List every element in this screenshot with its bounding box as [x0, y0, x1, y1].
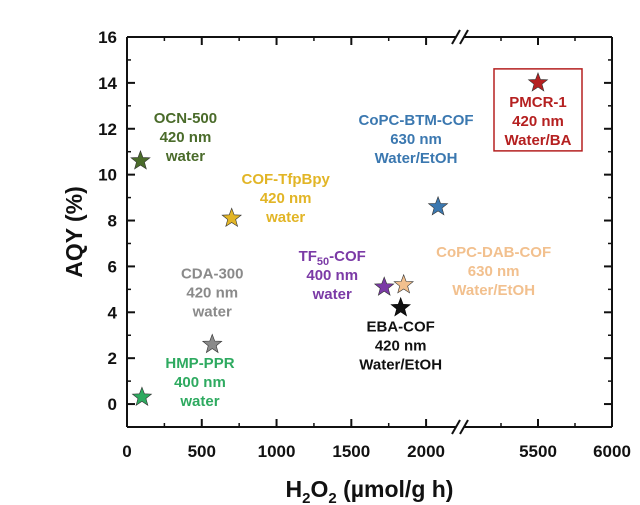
x-tick-label: 6000	[593, 442, 631, 461]
point-label-line: Water/EtOH	[375, 150, 458, 167]
axis-break-mark	[459, 419, 469, 435]
data-marks	[130, 72, 549, 406]
point-label-line: 420 nm	[375, 338, 427, 355]
point-label-line: PMCR-1	[509, 94, 567, 111]
point-label-line: CoPC-BTM-COF	[359, 112, 474, 129]
data-point-star	[527, 72, 549, 92]
point-label: EBA-COF 420 nm Water/EtOH	[359, 319, 442, 374]
x-axis-title: H2O2 (µmol/g h)	[286, 476, 454, 505]
x-tick-label: 5500	[519, 442, 557, 461]
point-label-line: 400 nm	[306, 267, 358, 284]
y-tick-label: 2	[108, 349, 117, 368]
x-tick-label: 1500	[332, 442, 370, 461]
point-label-line: 420 nm	[186, 284, 238, 301]
point-label: CDA-300 420 nm water	[181, 265, 244, 320]
point-label-line: 420 nm	[260, 190, 312, 207]
x-tick-label: 0	[122, 442, 131, 461]
point-label-line: water	[179, 393, 219, 410]
point-label-line: Water/EtOH	[452, 282, 535, 299]
data-point-star	[427, 195, 449, 216]
point-label-line: 630 nm	[468, 263, 520, 280]
data-point-star	[373, 276, 395, 296]
point-label: COF-TfpBpy 420 nm water	[242, 171, 331, 226]
point-label: PMCR-1 420 nm Water/BA	[505, 94, 572, 149]
data-point-star	[393, 273, 414, 294]
y-tick-label: 8	[108, 212, 117, 231]
x-tick-label: 500	[188, 442, 216, 461]
data-point-star	[221, 207, 243, 228]
y-axis-title: AQY (%)	[61, 186, 87, 278]
data-point-star	[131, 386, 153, 406]
y-tick-label: 10	[98, 166, 117, 185]
axes: 0 2 4 6 8 10 12 14 16 0 500 1000 1500 2000 5500 6000 AQY…	[61, 28, 631, 505]
y-tick-label: 14	[98, 74, 117, 93]
point-label-line: HMP-PPR	[165, 355, 234, 372]
point-label: CoPC-DAB-COF 630 nm Water/EtOH	[436, 244, 551, 299]
point-label-line: 400 nm	[174, 374, 226, 391]
highlight-box	[493, 68, 583, 152]
x-tick-label: 1000	[258, 442, 296, 461]
data-point-star	[130, 150, 151, 170]
point-label-line: water	[265, 209, 305, 226]
point-label: CoPC-BTM-COF 630 nm Water/EtOH	[359, 112, 474, 167]
data-point-star	[201, 333, 223, 354]
point-label-line: COF-TfpBpy	[242, 171, 331, 188]
axis-break-mark	[451, 29, 461, 45]
point-label-line: water	[165, 148, 205, 165]
point-label: OCN-500 420 nm water	[154, 110, 217, 165]
point-label: HMP-PPR 400 nm water	[165, 355, 234, 410]
point-label-line: TF50-COF	[299, 248, 366, 268]
y-tick-label: 0	[108, 395, 117, 414]
data-point-star	[390, 296, 411, 317]
point-label-line: 630 nm	[390, 131, 442, 148]
point-label-line: Water/BA	[505, 132, 572, 149]
point-label-line: Water/EtOH	[359, 357, 442, 374]
y-tick-label: 4	[108, 303, 118, 322]
y-tick-label: 16	[98, 28, 117, 47]
y-tick-label: 6	[108, 257, 117, 276]
point-label-line: 420 nm	[160, 129, 212, 146]
point-label-line: water	[312, 286, 352, 303]
point-label-line: CoPC-DAB-COF	[436, 244, 551, 261]
y-tick-label: 12	[98, 120, 117, 139]
x-tick-label: 2000	[407, 442, 445, 461]
point-label-line: 420 nm	[512, 113, 564, 130]
point-label-line: OCN-500	[154, 110, 217, 127]
point-label-line: water	[192, 303, 232, 320]
axis-break-mark	[459, 29, 469, 45]
point-label-line: EBA-COF	[367, 319, 435, 336]
point-label-line: CDA-300	[181, 265, 244, 282]
axis-break-mark	[451, 419, 461, 435]
